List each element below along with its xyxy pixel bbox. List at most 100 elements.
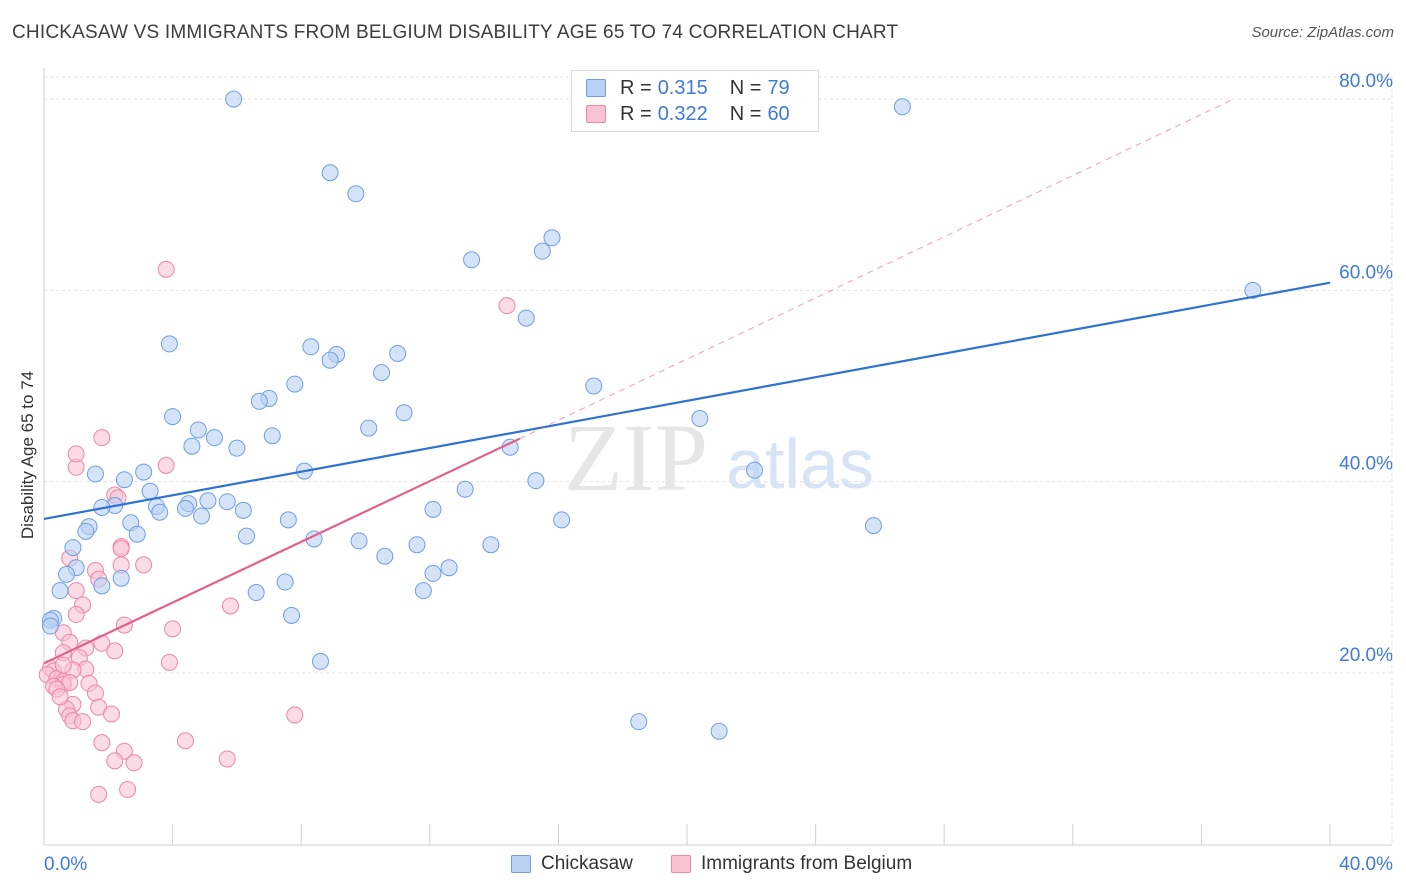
x-tick-label: 0.0%	[44, 854, 87, 875]
data-point-chickasaw	[205, 429, 223, 447]
data-point-chickasaw	[263, 427, 281, 445]
data-point-chickasaw	[543, 229, 561, 247]
data-point-chickasaw	[424, 564, 442, 582]
data-point-chickasaw	[234, 501, 252, 519]
legend-r-value: 0.315	[657, 76, 708, 99]
data-point-chickasaw	[183, 437, 201, 455]
legend-n-value: 79	[767, 76, 790, 99]
bottom-legend-belgium: Immigrants from Belgium	[671, 852, 912, 876]
legend-r-label: R =	[620, 102, 652, 125]
y-tick-label: 60.0%	[1339, 262, 1393, 283]
data-point-chickasaw	[302, 338, 320, 356]
legend-row-chickasaw: R = 0.315 N = 79	[586, 76, 812, 100]
data-point-chickasaw	[286, 375, 304, 393]
data-point-belgium	[218, 750, 236, 768]
data-point-chickasaw	[86, 465, 104, 483]
data-point-chickasaw	[112, 569, 130, 587]
data-point-belgium	[112, 540, 130, 558]
data-point-chickasaw	[321, 351, 339, 369]
data-point-chickasaw	[238, 527, 256, 545]
data-point-chickasaw	[135, 463, 153, 481]
data-point-chickasaw	[389, 344, 407, 362]
y-tick-label: 20.0%	[1339, 645, 1393, 666]
data-point-chickasaw	[350, 532, 368, 550]
legend-n-value: 60	[767, 102, 790, 125]
bottom-legend-label-belgium: Immigrants from Belgium	[701, 853, 913, 874]
data-point-belgium	[86, 684, 104, 702]
data-point-chickasaw	[164, 408, 182, 426]
data-point-chickasaw	[176, 499, 194, 517]
data-point-chickasaw	[228, 439, 246, 457]
data-point-chickasaw	[199, 492, 217, 510]
bottom-legend-swatch-pink	[671, 855, 691, 873]
bottom-legend-swatch-blue	[511, 855, 531, 873]
data-point-chickasaw	[64, 539, 82, 557]
data-point-belgium	[106, 752, 124, 770]
data-point-belgium	[286, 706, 304, 724]
data-point-chickasaw	[321, 164, 339, 182]
data-point-chickasaw	[864, 517, 882, 535]
data-point-belgium	[125, 754, 143, 772]
trend-line-chickasaw	[43, 281, 1331, 521]
data-point-belgium	[67, 445, 85, 463]
data-point-chickasaw	[585, 377, 603, 395]
data-point-chickasaw	[691, 410, 709, 428]
data-point-chickasaw	[630, 713, 648, 731]
legend-swatch-pink	[586, 105, 606, 123]
data-point-belgium	[164, 620, 182, 638]
data-point-belgium	[157, 260, 175, 278]
data-point-chickasaw	[463, 251, 481, 269]
stats-legend: R = 0.315 N = 79 R = 0.322 N = 60	[571, 70, 819, 132]
legend-swatch-blue	[586, 79, 606, 97]
legend-n-label: N =	[729, 76, 762, 99]
data-point-chickasaw	[41, 617, 59, 635]
data-point-chickasaw	[225, 90, 243, 108]
data-point-chickasaw	[279, 511, 297, 529]
data-point-chickasaw	[710, 722, 728, 740]
bottom-legend-label-chickasaw: Chickasaw	[541, 853, 633, 874]
data-point-chickasaw	[517, 309, 535, 327]
data-point-belgium	[93, 429, 111, 447]
data-point-belgium	[67, 582, 85, 600]
data-point-chickasaw	[414, 582, 432, 600]
data-point-chickasaw	[51, 582, 69, 600]
watermark-zip: ZIP	[564, 404, 708, 511]
data-point-belgium	[54, 656, 72, 674]
data-point-chickasaw	[151, 503, 169, 521]
trend-line-belgium-extension	[519, 98, 1234, 440]
legend-row-belgium: R = 0.322 N = 60	[586, 102, 812, 126]
data-point-chickasaw	[553, 511, 571, 529]
data-point-chickasaw	[141, 482, 159, 500]
axes: 20.0% 40.0% 60.0% 80.0% 0.0% 40.0%	[43, 68, 1393, 875]
data-point-chickasaw	[311, 652, 329, 670]
data-point-belgium	[67, 606, 85, 624]
data-point-belgium	[157, 456, 175, 474]
data-point-chickasaw	[77, 522, 95, 540]
data-point-belgium	[498, 297, 516, 315]
data-point-chickasaw	[115, 471, 133, 489]
data-point-chickasaw	[527, 472, 545, 490]
data-point-belgium	[90, 785, 108, 803]
data-point-chickasaw	[193, 507, 211, 525]
series-immigrants-from-belgium	[38, 260, 516, 803]
data-point-chickasaw	[893, 98, 911, 116]
chart-title: CHICKASAW VS IMMIGRANTS FROM BELGIUM DIS…	[12, 22, 899, 43]
data-point-chickasaw	[482, 536, 500, 554]
data-point-chickasaw	[128, 525, 146, 543]
data-point-chickasaw	[408, 536, 426, 554]
data-point-chickasaw	[533, 242, 551, 260]
data-point-chickasaw	[93, 577, 111, 595]
x-tick-label: 40.0%	[1339, 854, 1393, 875]
legend-r-value: 0.322	[657, 102, 708, 125]
watermark-atlas: atlas	[726, 425, 874, 503]
data-point-chickasaw	[440, 559, 458, 577]
data-point-chickasaw	[160, 335, 178, 353]
watermark: ZIP atlas	[564, 404, 874, 511]
data-point-belgium	[51, 688, 69, 706]
legend-r-label: R =	[620, 76, 652, 99]
data-point-chickasaw	[456, 480, 474, 498]
data-point-belgium	[160, 653, 178, 671]
y-axis-label: Disability Age 65 to 74	[18, 371, 37, 539]
trend-line-belgium	[43, 437, 521, 665]
